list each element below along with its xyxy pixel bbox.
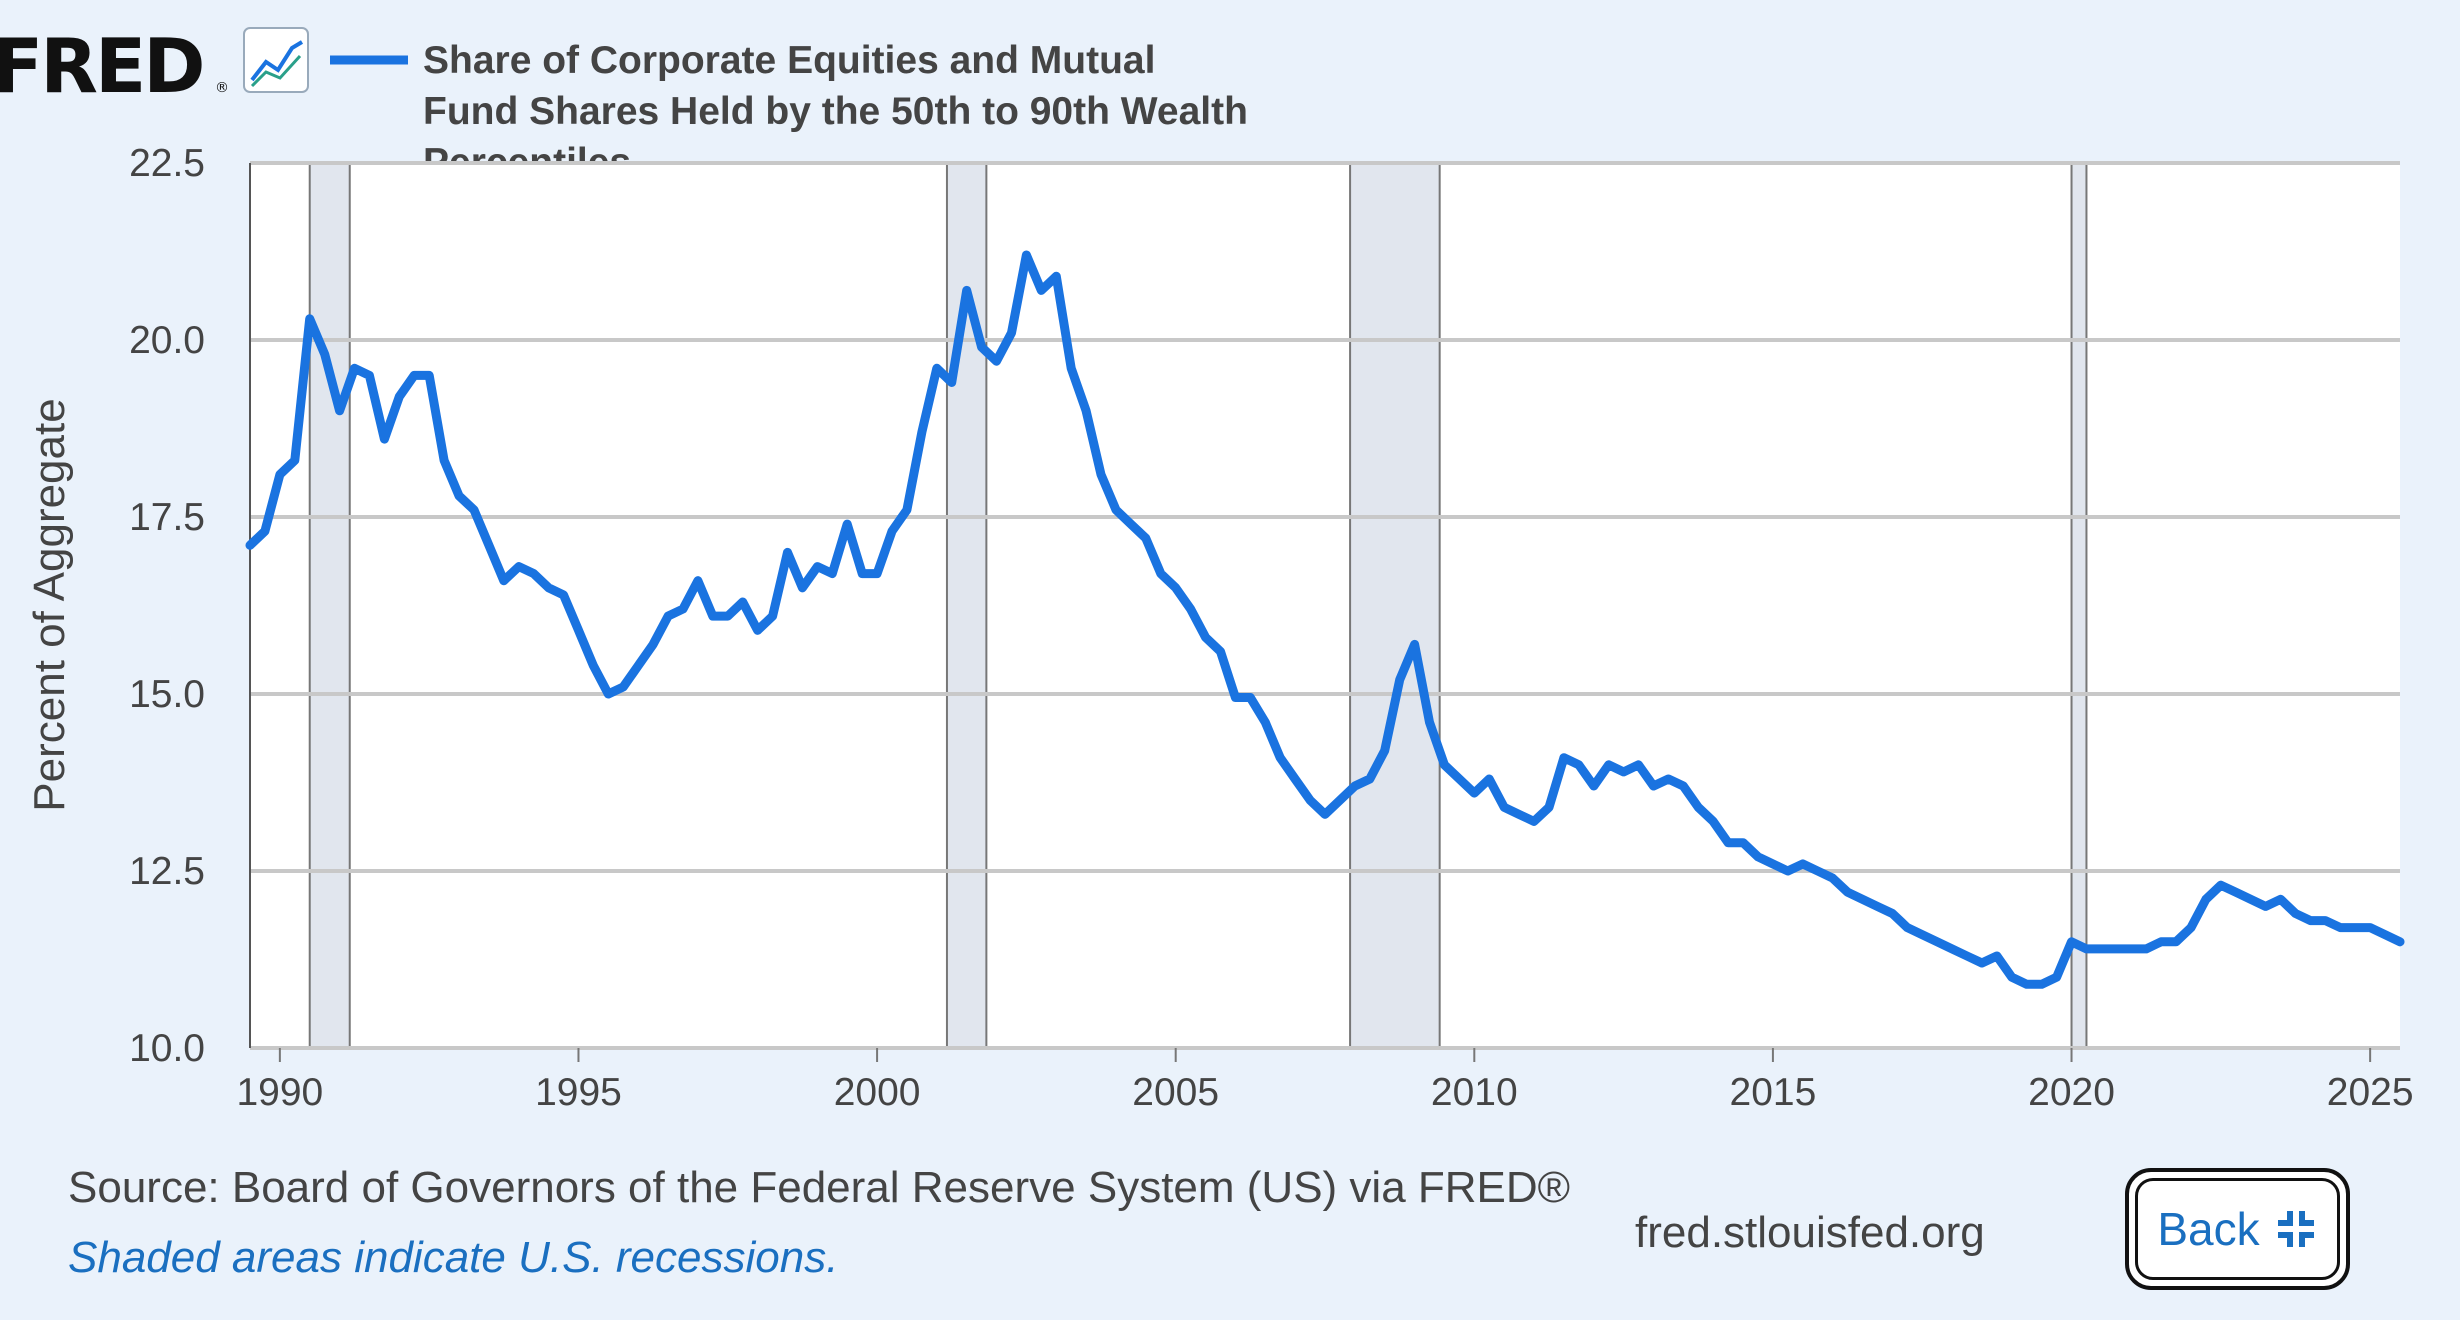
x-tick-label: 2025 — [2327, 1071, 2414, 1114]
y-tick-label: 20.0 — [129, 319, 205, 362]
y-tick-label: 22.5 — [129, 142, 205, 185]
plot-area — [250, 163, 2400, 1048]
fred-logo-text: FRED — [0, 22, 202, 110]
fred-logo-registered: ® — [215, 80, 229, 96]
x-tick-label: 2020 — [2028, 1071, 2115, 1114]
recession-band-2 — [1350, 163, 1440, 1048]
legend-line-1: Share of Corporate Equities and Mutual — [423, 39, 1155, 82]
y-axis-ticks: 10.0 12.5 15.0 17.5 20.0 22.5 — [129, 142, 205, 1070]
collapse-icon — [2277, 1211, 2314, 1247]
gridlines — [250, 161, 2400, 1050]
x-tick-label: 2005 — [1132, 1071, 1219, 1114]
recession-band-0 — [309, 163, 350, 1048]
x-tick-label: 1995 — [535, 1071, 622, 1114]
back-button-label: Back — [2157, 1203, 2260, 1255]
y-tick-label: 15.0 — [129, 673, 205, 716]
y-tick-label: 17.5 — [129, 496, 205, 539]
x-tick-label: 1990 — [236, 1071, 323, 1114]
x-tick-label: 2000 — [834, 1071, 921, 1114]
y-tick-label: 12.5 — [129, 850, 205, 893]
y-axis-label: Percent of Aggregate — [25, 398, 74, 811]
recession-shading — [308, 163, 2088, 1048]
back-button[interactable]: Back — [2125, 1168, 2350, 1290]
site-url[interactable]: fred.stlouisfed.org — [1635, 1208, 1985, 1257]
y-tick-label: 10.0 — [129, 1027, 205, 1070]
recession-band-3 — [2071, 163, 2087, 1048]
chart-line-icon — [243, 27, 309, 93]
series-line — [245, 250, 2405, 989]
back-button-inner — [2135, 1178, 2340, 1280]
x-axis-ticks: 1990 1995 2000 2005 2010 2015 2020 2025 — [236, 1048, 2414, 1114]
fred-logo[interactable]: FRED ® — [0, 22, 309, 110]
x-tick-label: 2010 — [1431, 1071, 1518, 1114]
x-tick-label: 2015 — [1730, 1071, 1817, 1114]
legend-line-2: Fund Shares Held by the 50th to 90th Wea… — [423, 90, 1248, 133]
source-text: Source: Board of Governors of the Federa… — [68, 1163, 1571, 1212]
recession-note: Shaded areas indicate U.S. recessions. — [68, 1233, 839, 1282]
